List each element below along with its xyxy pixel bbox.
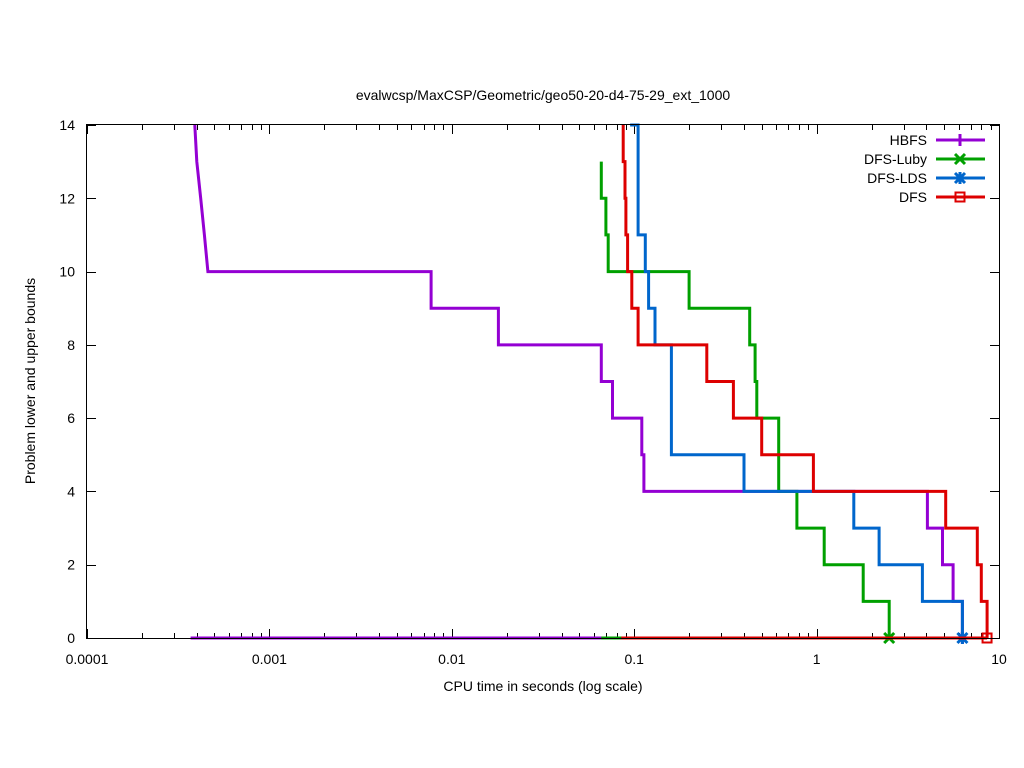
- y-tick-label: 4: [67, 483, 75, 499]
- legend-label: DFS-LDS: [867, 170, 927, 186]
- y-tick-label: 14: [59, 117, 75, 133]
- legend-marker-hbfs: [954, 134, 966, 146]
- marker-stroke: [953, 152, 967, 166]
- legend-item-dfs: DFS: [899, 189, 985, 205]
- y-tick-label: 0: [67, 630, 75, 646]
- series-upper-line-dfs: [621, 125, 989, 638]
- y-tick-label: 6: [67, 410, 75, 426]
- legend-item-dfs-luby: DFS-Luby: [864, 151, 985, 167]
- y-axis-label: Problem lower and upper bounds: [22, 278, 38, 484]
- y-tick-label: 8: [67, 337, 75, 353]
- x-tick-label: 0.01: [438, 651, 465, 667]
- legend-label: HBFS: [890, 132, 927, 148]
- legend: HBFS DFS-Luby DFS-LDS DFS: [864, 132, 985, 205]
- x-tick-labels: 0.0001 0.001 0.01 0.1 1 10: [66, 651, 1007, 667]
- legend-item-dfs-lds: DFS-LDS: [867, 170, 985, 186]
- legend-marker-dfs-luby: [953, 152, 967, 166]
- y-tick-label: 10: [59, 264, 75, 280]
- series-upper-line-dfs-lds: [630, 123, 964, 638]
- y-tick-labels: 0 2 4 6 8 10 12 14: [59, 117, 75, 646]
- y-tick-label: 2: [67, 557, 75, 573]
- legend-label: DFS: [899, 189, 927, 205]
- marker-stroke: [954, 191, 966, 203]
- legend-item-hbfs: HBFS: [890, 132, 985, 148]
- legend-marker-dfs: [954, 191, 966, 203]
- x-tick-label: 0.001: [252, 651, 287, 667]
- x-tick-label: 1: [813, 651, 821, 667]
- x-tick-label: 10: [991, 651, 1007, 667]
- series-upper-line-hbfs: [193, 124, 964, 638]
- plot-frame: [86, 124, 1000, 639]
- y-tick-label: 12: [59, 190, 75, 206]
- legend-marker-dfs-lds: [953, 171, 967, 185]
- x-axis-label: CPU time in seconds (log scale): [443, 678, 642, 694]
- chart-title: evalwcsp/MaxCSP/Geometric/geo50-20-d4-75…: [356, 87, 731, 103]
- legend-label: DFS-Luby: [864, 151, 927, 167]
- x-tick-label: 0.1: [624, 651, 644, 667]
- x-tick-label: 0.0001: [66, 651, 109, 667]
- series-upper-line-dfs-luby: [599, 161, 891, 638]
